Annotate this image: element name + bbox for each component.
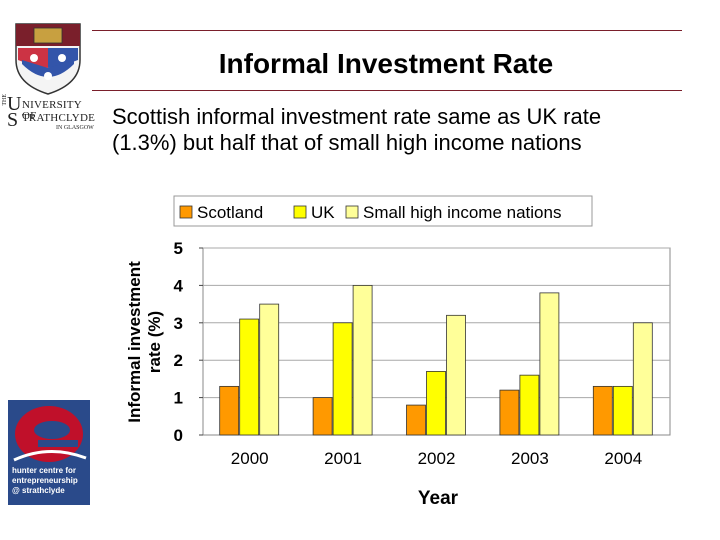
slide-title: Informal Investment Rate (218, 48, 554, 79)
legend-label-uk: UK (311, 203, 335, 222)
subtitle-line-2: (1.3%) but half that of small high incom… (112, 130, 582, 155)
bar-uk (332, 322, 353, 436)
legend-swatch-small-high-income-nations (345, 205, 359, 219)
hunter-line-3: @ strathclyde (12, 486, 65, 495)
bar-scotland (499, 389, 520, 436)
hunter-line-2: entrepreneurship (12, 476, 78, 485)
bar-uk (239, 318, 260, 436)
bar-small-high-income-nations (352, 285, 373, 436)
x-tick-label: 2003 (511, 449, 549, 468)
y-tick-label: 4 (174, 276, 184, 295)
bar-small-high-income-nations (632, 322, 653, 436)
y-axis-label-line-1: Informal investment (125, 261, 144, 423)
y-tick-label: 1 (174, 389, 183, 408)
logo-line-3: IN GLASGOW (56, 125, 94, 131)
hunter-centre-logo: hunter centre for entrepreneurship @ str… (8, 400, 90, 505)
x-tick-label: 2004 (604, 449, 642, 468)
e-logo-icon (13, 406, 87, 462)
title-rule-bottom (92, 90, 682, 91)
bar-scotland (219, 385, 240, 436)
title-rule-top (92, 30, 682, 31)
legend-label-scotland: Scotland (197, 203, 263, 222)
bar-small-high-income-nations (446, 314, 466, 436)
bar-small-high-income-nations (259, 303, 280, 436)
university-logo: THE U NIVERSITY OF S TRATHCLYDE IN GLASG… (2, 93, 96, 134)
logo-initial-s: S (7, 109, 19, 131)
logo-line-1: NIVERSITY OF (22, 99, 82, 122)
x-axis-label: Year (418, 488, 459, 509)
logo-line-2: TRATHCLYDE (22, 112, 96, 124)
legend-swatch-scotland (179, 205, 193, 219)
y-tick-label: 2 (174, 351, 183, 370)
y-tick-label: 3 (174, 314, 183, 333)
legend-label-small-high-income-nations: Small high income nations (363, 203, 561, 222)
logo-initial-u: U (7, 93, 22, 115)
legend-box (173, 195, 593, 227)
bar-uk (519, 374, 540, 436)
university-crest-icon (15, 23, 81, 95)
bar-small-high-income-nations (539, 292, 560, 436)
y-tick-label: 5 (174, 239, 183, 258)
bar-uk (426, 371, 446, 436)
bar-scotland (592, 385, 613, 436)
legend: Scotland UK Small high income nations (173, 195, 593, 227)
bar-chart: Scotland UK Small high income nations 0 1 2 3… (125, 195, 671, 509)
bar-uk (612, 385, 633, 436)
slide-subtitle: Scottish informal investment rate same a… (112, 104, 712, 156)
bar-scotland (406, 404, 426, 436)
y-tick-label: 0 (174, 426, 183, 445)
subtitle-line-1: Scottish informal investment rate same a… (112, 104, 602, 129)
x-tick-label: 2000 (231, 449, 269, 468)
legend-swatch-uk (293, 205, 307, 219)
x-tick-label: 2001 (324, 449, 362, 468)
x-tick-label: 2002 (418, 449, 456, 468)
bar-scotland (312, 397, 333, 436)
hunter-line-1: hunter centre for (12, 466, 77, 475)
y-axis-label-line-2: rate (%) (145, 311, 164, 373)
